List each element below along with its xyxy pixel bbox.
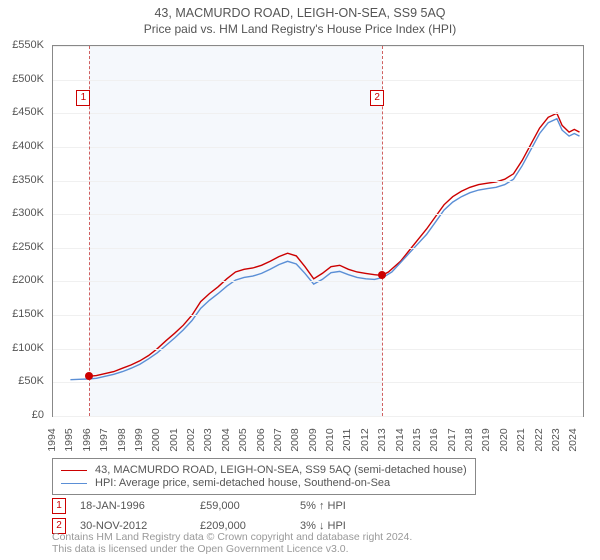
- y-tick-label: £450K: [12, 106, 44, 118]
- x-tick-label: 2004: [220, 428, 232, 451]
- x-tick-label: 1997: [98, 428, 110, 451]
- legend-swatch: [61, 470, 87, 471]
- x-tick-label: 1996: [81, 428, 93, 451]
- gridline: [53, 147, 583, 148]
- x-tick-label: 1998: [116, 428, 128, 451]
- x-tick-label: 1995: [63, 428, 75, 451]
- y-axis-labels: £0£50K£100K£150K£200K£250K£300K£350K£400…: [0, 45, 48, 415]
- x-tick-label: 2021: [515, 428, 527, 451]
- gridline: [53, 113, 583, 114]
- y-tick-label: £150K: [12, 308, 44, 320]
- x-tick-label: 2009: [307, 428, 319, 451]
- data-row: 1 18-JAN-1996 £59,000 5% ↑ HPI: [52, 498, 346, 514]
- legend: 43, MACMURDO ROAD, LEIGH-ON-SEA, SS9 5AQ…: [52, 458, 476, 495]
- x-tick-label: 1994: [46, 428, 58, 451]
- gridline: [53, 214, 583, 215]
- y-tick-label: £550K: [12, 39, 44, 51]
- chart-marker-badge: 2: [370, 90, 384, 106]
- x-tick-label: 2003: [202, 428, 214, 451]
- legend-swatch: [61, 483, 87, 484]
- chart-title: 43, MACMURDO ROAD, LEIGH-ON-SEA, SS9 5AQ: [0, 6, 600, 20]
- y-tick-label: £400K: [12, 140, 44, 152]
- x-tick-label: 2013: [376, 428, 388, 451]
- gridline: [53, 315, 583, 316]
- x-tick-label: 2024: [567, 428, 579, 451]
- y-tick-label: £350K: [12, 174, 44, 186]
- legend-item: HPI: Average price, semi-detached house,…: [61, 477, 467, 489]
- title-block: 43, MACMURDO ROAD, LEIGH-ON-SEA, SS9 5AQ…: [0, 0, 600, 36]
- y-tick-label: £250K: [12, 241, 44, 253]
- x-tick-label: 1999: [133, 428, 145, 451]
- x-tick-label: 2010: [324, 428, 336, 451]
- y-tick-label: £0: [32, 409, 44, 421]
- x-tick-label: 2007: [272, 428, 284, 451]
- gridline: [53, 349, 583, 350]
- x-axis-labels: 1994199519961997199819992000200120022003…: [52, 418, 582, 458]
- data-date: 18-JAN-1996: [80, 500, 200, 512]
- x-tick-label: 2014: [394, 428, 406, 451]
- gridline: [53, 382, 583, 383]
- x-tick-label: 2000: [150, 428, 162, 451]
- x-tick-label: 2008: [289, 428, 301, 451]
- gridline: [53, 80, 583, 81]
- marker-badge: 1: [52, 498, 66, 514]
- series-price_paid: [89, 113, 580, 376]
- chart-marker-badge: 1: [76, 90, 90, 106]
- legend-label: 43, MACMURDO ROAD, LEIGH-ON-SEA, SS9 5AQ…: [95, 464, 467, 476]
- series-hpi: [70, 119, 579, 380]
- line-svg: [53, 46, 583, 416]
- event-point: [85, 372, 93, 380]
- x-tick-label: 2023: [550, 428, 562, 451]
- plot-area: 12: [52, 45, 584, 417]
- data-delta: 5% ↑ HPI: [300, 500, 346, 512]
- gridline: [53, 416, 583, 417]
- y-tick-label: £200K: [12, 274, 44, 286]
- x-tick-label: 2020: [498, 428, 510, 451]
- y-tick-label: £100K: [12, 342, 44, 354]
- x-tick-label: 2011: [341, 429, 353, 452]
- gridline: [53, 281, 583, 282]
- x-tick-label: 2005: [237, 428, 249, 451]
- data-price: £59,000: [200, 500, 300, 512]
- x-tick-label: 2001: [168, 428, 180, 451]
- x-tick-label: 2012: [359, 428, 371, 451]
- chart-container: 43, MACMURDO ROAD, LEIGH-ON-SEA, SS9 5AQ…: [0, 0, 600, 560]
- y-tick-label: £50K: [18, 375, 44, 387]
- legend-label: HPI: Average price, semi-detached house,…: [95, 477, 390, 489]
- x-tick-label: 2022: [533, 428, 545, 451]
- gridline: [53, 181, 583, 182]
- y-tick-label: £300K: [12, 207, 44, 219]
- x-tick-label: 2006: [255, 428, 267, 451]
- x-tick-label: 2019: [480, 428, 492, 451]
- event-point: [378, 271, 386, 279]
- x-tick-label: 2018: [463, 428, 475, 451]
- gridline: [53, 46, 583, 47]
- x-tick-label: 2017: [446, 428, 458, 451]
- legend-item: 43, MACMURDO ROAD, LEIGH-ON-SEA, SS9 5AQ…: [61, 464, 467, 476]
- y-tick-label: £500K: [12, 73, 44, 85]
- x-tick-label: 2002: [185, 428, 197, 451]
- footer: Contains HM Land Registry data © Crown c…: [52, 531, 412, 556]
- x-tick-label: 2016: [428, 428, 440, 451]
- gridline: [53, 248, 583, 249]
- footer-line: Contains HM Land Registry data © Crown c…: [52, 531, 412, 544]
- footer-line: This data is licensed under the Open Gov…: [52, 543, 412, 556]
- chart-subtitle: Price paid vs. HM Land Registry's House …: [0, 22, 600, 36]
- x-tick-label: 2015: [411, 428, 423, 451]
